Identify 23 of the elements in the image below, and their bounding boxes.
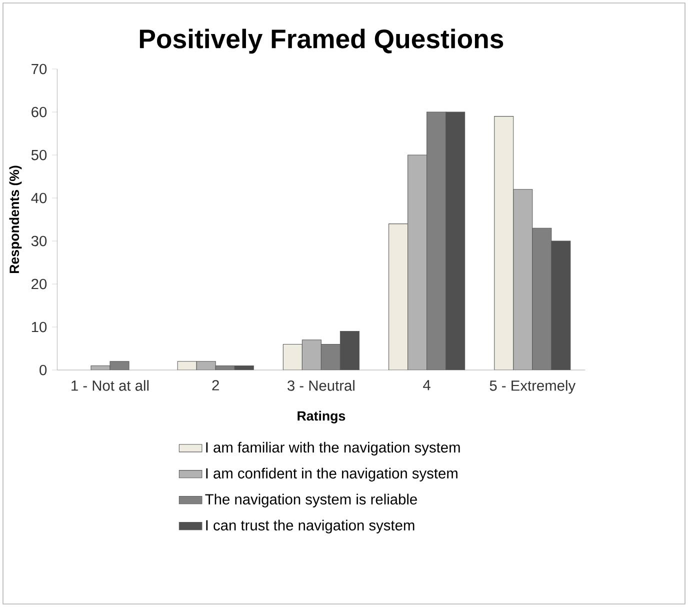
y-axis-title: Respondents (%)	[9, 166, 22, 274]
y-tick-label: 50	[31, 150, 47, 160]
x-tick-label: 4	[423, 380, 430, 390]
y-tick-label: 10	[32, 322, 47, 332]
y-tick-label: 70	[32, 64, 47, 74]
x-tick-label: 2	[212, 380, 219, 390]
legend-label: I can trust the navigation system	[206, 520, 414, 534]
legend-label: I am confident in the navigation system	[206, 468, 458, 482]
y-tick-label: 30	[31, 236, 47, 246]
bar	[532, 228, 552, 370]
bar	[426, 112, 446, 370]
legend-label: I am familiar with the navigation system	[206, 442, 460, 456]
legend-label: The navigation system is reliable	[205, 494, 417, 508]
x-axis-title: Ratings	[298, 410, 346, 424]
y-tick-label: 40	[31, 192, 47, 204]
x-tick-label: 3 - Neutral	[288, 380, 354, 391]
y-tick-label: 60	[32, 106, 47, 118]
x-tick-label: 5 - Extremely	[490, 380, 576, 394]
bar	[320, 344, 340, 370]
y-tick-label: 0	[40, 364, 47, 376]
y-tick-label: 20	[32, 278, 47, 290]
x-tick-label: 1 - Not at all	[72, 380, 149, 391]
chart-title: Positively Framed Questions	[140, 28, 504, 54]
